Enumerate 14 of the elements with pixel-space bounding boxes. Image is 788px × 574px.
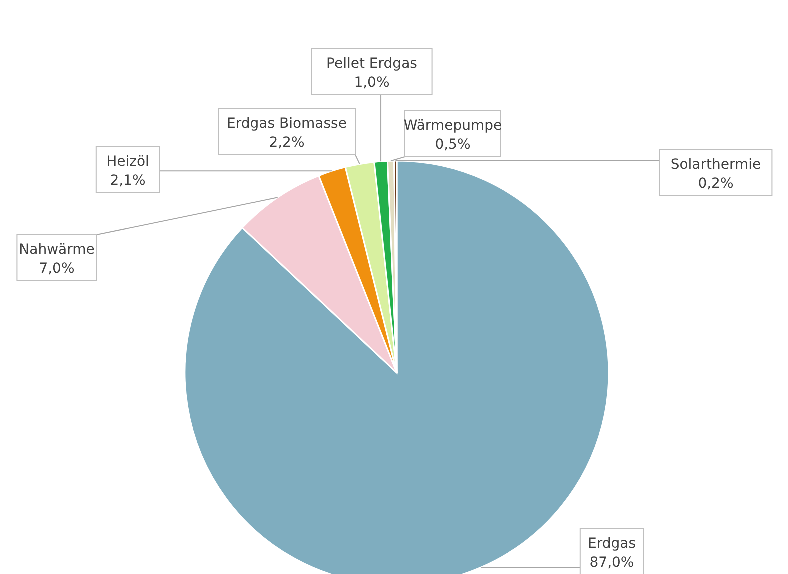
data-label: 0,2%	[698, 176, 734, 192]
slice-label: Wärmepumpe	[404, 118, 502, 134]
slice-label: Erdgas Biomasse	[227, 116, 347, 132]
data-label: 0,5%	[435, 137, 471, 153]
data-label: 2,2%	[269, 135, 305, 151]
slice-label: Erdgas	[588, 536, 636, 552]
slice-label: Nahwärme	[19, 242, 95, 258]
slice-label: Pellet Erdgas	[326, 56, 418, 72]
slice-label: Heizöl	[106, 154, 150, 170]
data-label: 2,1%	[110, 173, 146, 189]
data-label: 7,0%	[39, 261, 75, 277]
slice-label: Solarthermie	[670, 157, 762, 173]
data-label: 87,0%	[590, 555, 634, 571]
data-label: 1,0%	[354, 75, 390, 91]
